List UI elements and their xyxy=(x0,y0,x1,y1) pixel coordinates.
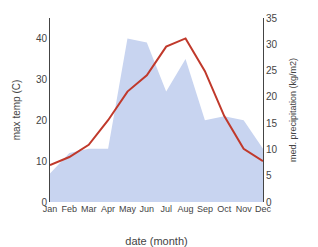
svg-text:Dec: Dec xyxy=(255,204,272,214)
svg-text:max temp (C): max temp (C) xyxy=(11,80,22,141)
svg-text:Jun: Jun xyxy=(140,204,155,214)
svg-text:0: 0 xyxy=(41,197,47,208)
svg-text:Aug: Aug xyxy=(178,204,194,214)
svg-text:10: 10 xyxy=(36,156,48,167)
svg-text:Jan: Jan xyxy=(43,204,58,214)
svg-text:Feb: Feb xyxy=(62,204,78,214)
svg-text:Nov: Nov xyxy=(236,204,253,214)
svg-text:40: 40 xyxy=(36,33,48,44)
svg-text:May: May xyxy=(119,204,137,214)
svg-text:10: 10 xyxy=(266,144,278,155)
svg-text:35: 35 xyxy=(266,13,278,24)
svg-text:Sep: Sep xyxy=(197,204,213,214)
svg-text:Jul: Jul xyxy=(160,204,172,214)
svg-text:Oct: Oct xyxy=(217,204,232,214)
svg-text:5: 5 xyxy=(266,170,272,181)
svg-text:20: 20 xyxy=(36,115,48,126)
svg-text:20: 20 xyxy=(266,91,278,102)
svg-text:30: 30 xyxy=(266,39,278,50)
svg-text:15: 15 xyxy=(266,118,278,129)
svg-text:med. precipitation (kg/m2): med. precipitation (kg/m2) xyxy=(288,58,298,162)
svg-text:25: 25 xyxy=(266,65,278,76)
svg-text:Apr: Apr xyxy=(101,204,115,214)
svg-text:date (month): date (month) xyxy=(125,235,187,247)
svg-text:0: 0 xyxy=(266,197,272,208)
svg-text:Mar: Mar xyxy=(81,204,97,214)
svg-text:30: 30 xyxy=(36,74,48,85)
